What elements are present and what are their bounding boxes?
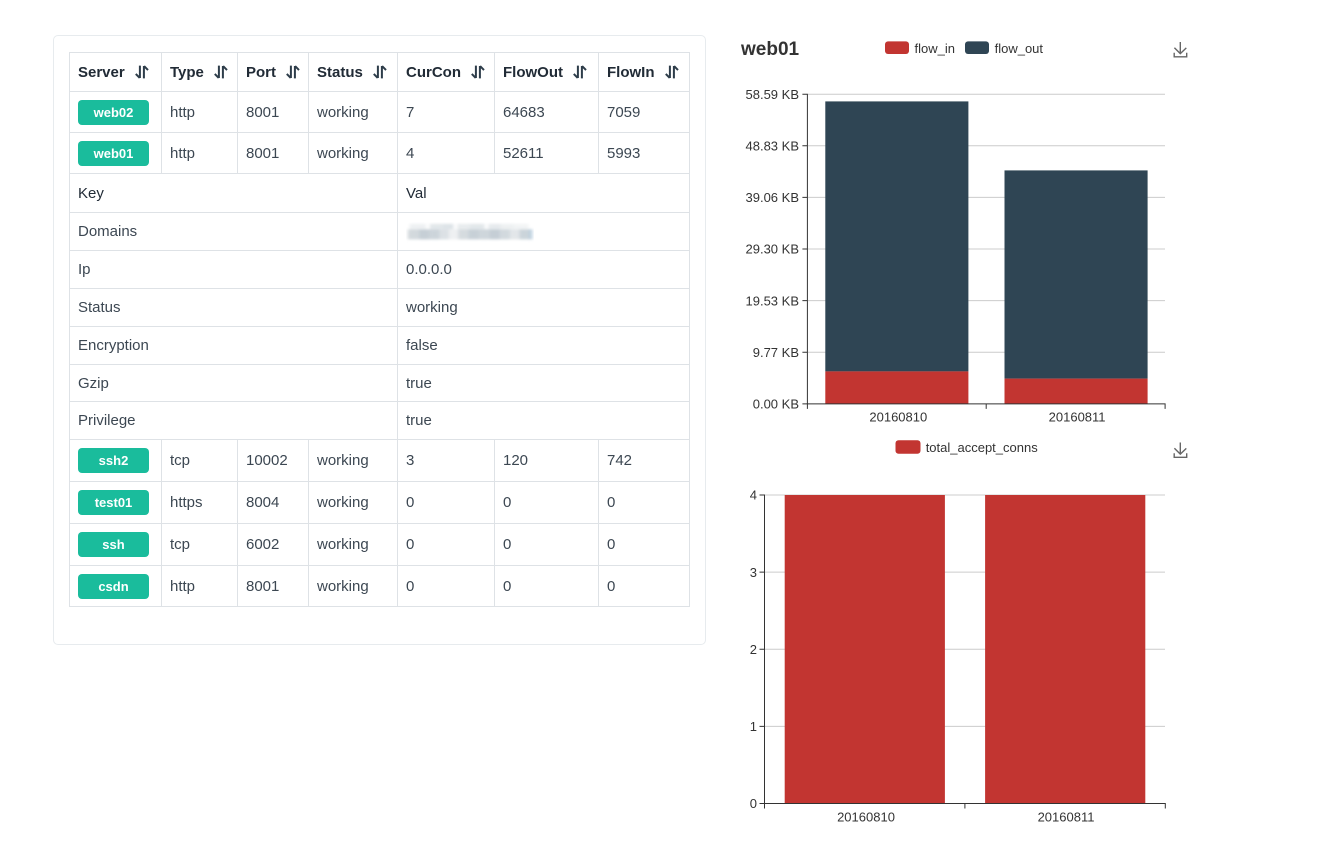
svg-text:1: 1 [750, 719, 757, 734]
svg-text:20160811: 20160811 [1038, 810, 1095, 825]
svg-text:4: 4 [750, 488, 757, 503]
svg-text:9.77 KB: 9.77 KB [753, 345, 799, 360]
svg-text:19.53 KB: 19.53 KB [746, 293, 800, 308]
svg-text:web01: web01 [740, 39, 800, 60]
svg-text:20160810: 20160810 [869, 410, 927, 425]
svg-text:20160811: 20160811 [1049, 410, 1106, 425]
svg-text:0.00 KB: 0.00 KB [753, 397, 799, 412]
svg-text:total_accept_conns: total_accept_conns [926, 440, 1039, 455]
svg-text:3: 3 [750, 565, 757, 580]
svg-text:29.30 KB: 29.30 KB [746, 242, 800, 257]
svg-text:flow_out: flow_out [995, 41, 1044, 56]
svg-text:20160810: 20160810 [837, 810, 895, 825]
svg-text:58.59 KB: 58.59 KB [746, 87, 800, 102]
svg-text:0: 0 [750, 796, 757, 811]
svg-text:39.06 KB: 39.06 KB [746, 190, 800, 205]
svg-text:2: 2 [750, 642, 757, 657]
svg-text:48.83 KB: 48.83 KB [746, 139, 800, 154]
svg-text:flow_in: flow_in [915, 41, 955, 56]
